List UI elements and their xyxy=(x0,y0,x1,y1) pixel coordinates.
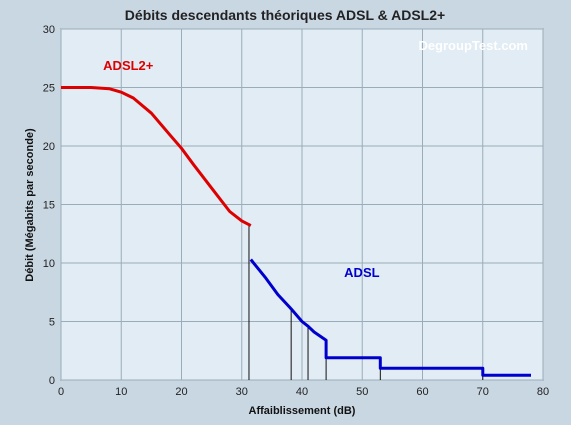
y-tick-label: 0 xyxy=(49,375,55,387)
series-group xyxy=(61,86,531,377)
chart-title: Débits descendants théoriques ADSL & ADS… xyxy=(125,7,445,23)
ticks: 0 10 20 30 40 50 60 70 80 0 5 10 15 20 25 30 xyxy=(43,24,549,398)
x-axis-label: Affaiblissement (dB) xyxy=(249,405,356,417)
series-line-adsl2- xyxy=(61,86,252,227)
x-tick-label: 60 xyxy=(416,386,428,398)
x-tick-label: 50 xyxy=(356,386,368,398)
watermark: DegroupTest.com xyxy=(418,38,528,53)
y-tick-label: 20 xyxy=(43,141,55,153)
y-tick-label: 5 xyxy=(49,317,55,329)
x-tick-label: 0 xyxy=(58,386,64,398)
x-tick-label: 70 xyxy=(477,386,489,398)
x-tick-label: 20 xyxy=(175,386,187,398)
series-label: ADSL2+ xyxy=(103,58,154,73)
y-tick-label: 10 xyxy=(43,258,55,270)
y-tick-label: 25 xyxy=(43,83,55,95)
y-axis-label: Débit (Mégabits par seconde) xyxy=(24,128,36,282)
y-tick-label: 30 xyxy=(43,24,55,36)
annotations: ADSL2+ ADSL xyxy=(103,58,379,280)
series-label: ADSL xyxy=(344,265,379,280)
series-line-adsl xyxy=(249,258,531,377)
grid xyxy=(60,28,544,381)
x-tick-label: 80 xyxy=(537,386,549,398)
x-tick-label: 30 xyxy=(236,386,248,398)
x-tick-label: 40 xyxy=(296,386,308,398)
y-tick-label: 15 xyxy=(43,200,55,212)
x-tick-label: 10 xyxy=(115,386,127,398)
